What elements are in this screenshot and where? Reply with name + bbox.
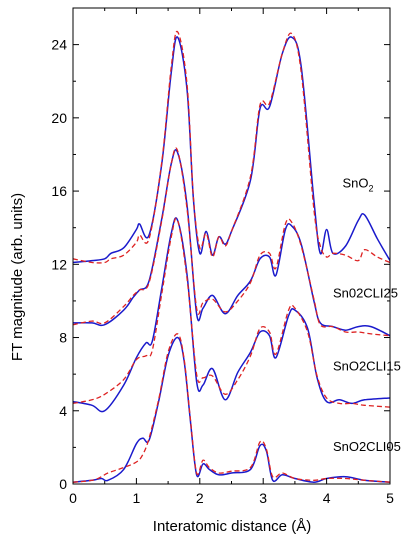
series-line-7-dashed	[73, 333, 390, 483]
y-tick-label: 8	[59, 330, 67, 346]
annotation-label-3: SnO2CLI05	[333, 439, 401, 454]
series-line-1-dashed	[73, 30, 390, 264]
y-tick-label: 20	[51, 110, 67, 126]
y-axis-title: FT magnitude (arb. units)	[9, 193, 26, 361]
x-tick-label: 1	[133, 490, 141, 506]
plot-series	[73, 30, 390, 483]
y-tick-label: 16	[51, 183, 67, 199]
series-line-4-solid	[73, 217, 390, 413]
x-tick-label: 4	[323, 490, 331, 506]
x-tick-label: 2	[196, 490, 204, 506]
annotation-label-0: SnO2	[342, 175, 373, 193]
y-tick-label: 24	[51, 37, 67, 53]
annotation-label-2: SnO2CLI15	[333, 358, 401, 373]
y-tick-label: 4	[59, 403, 67, 419]
annotations: SnO2 Sn02CLI25 SnO2CLI15 SnO2CLI05	[333, 175, 401, 454]
series-line-0-solid	[73, 36, 390, 264]
series-line-3-dashed	[73, 147, 390, 337]
x-tick-label: 5	[386, 490, 394, 506]
annotation-label-1: Sn02CLI25	[333, 285, 398, 300]
plot-frame	[72, 7, 391, 485]
y-tick-label: 0	[59, 476, 67, 492]
x-tick-label: 0	[69, 490, 77, 506]
series-line-5-dashed	[73, 217, 390, 408]
y-tick-label: 12	[51, 256, 67, 272]
x-axis-title: Interatomic distance (Å)	[153, 518, 311, 535]
x-tick-label: 3	[259, 490, 267, 506]
